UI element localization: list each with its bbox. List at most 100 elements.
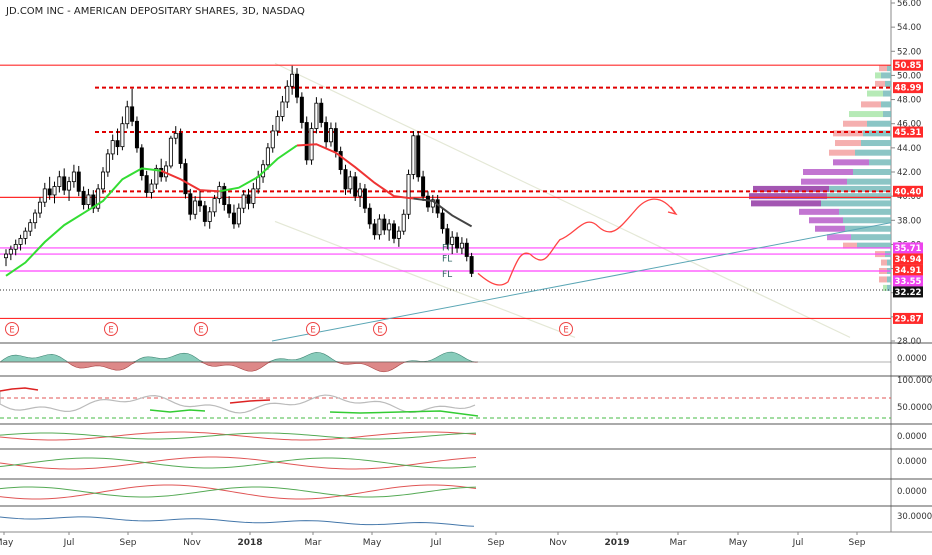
price-tick-label: 46.00 [897,120,921,130]
candle [251,182,256,209]
candle [411,130,416,180]
price-tick-label: 38.00 [897,216,921,226]
pane-axis-label: 100.0000 [897,376,932,386]
volume-profile-bar [833,159,869,166]
rsi-line [0,391,476,414]
ema-line-rising [219,144,298,193]
earnings-marker-label: E [563,326,568,336]
candle [188,188,193,221]
candle-body [396,230,401,239]
pane-axis-label: 0.0000 [897,457,927,467]
price-badge [893,185,923,197]
volume-profile-teal [867,120,891,127]
candle [52,181,57,204]
candle-body [231,212,236,225]
candle [178,128,183,169]
price-badge [893,286,923,298]
candle-body [353,176,358,197]
pane-axis-label: 0.0000 [897,432,927,442]
candle-body [382,218,387,231]
candle-body [115,140,120,148]
time-tick-label: May [729,538,748,548]
candle [358,182,363,208]
indicator-curve [0,432,477,440]
indicator-curve [0,484,477,500]
fl-label: FL [442,270,452,280]
candle [139,144,144,181]
candle-body [445,228,450,245]
candle [227,196,232,218]
volume-profile-teal [845,225,891,232]
candle-body [125,106,130,125]
time-tick-label: Mar [305,538,322,548]
candle [343,164,348,195]
candle [57,170,62,193]
price-badge-label: 34.94 [895,255,922,265]
candle [154,164,159,189]
candle [256,170,261,194]
candle [115,128,120,156]
volume-profile-teal [827,193,891,200]
candle-body [324,122,329,143]
trendline [271,222,892,342]
candle [86,188,91,211]
ema-line-flat [413,197,473,228]
candle [101,167,106,194]
price-badge-label: 40.40 [895,187,922,197]
candle [130,88,135,127]
candle [110,134,115,160]
volume-profile-bar [843,120,867,127]
candle [125,100,130,129]
candle-body [256,176,261,190]
price-badge-label: 29.87 [895,314,922,324]
candle-body [154,167,159,185]
candle-body [333,128,338,152]
candle [47,176,52,200]
earnings-marker [373,322,387,336]
candle [28,219,33,236]
candle-body [299,96,304,123]
volume-profile-teal [853,169,891,175]
volume-profile-bar [883,284,887,291]
candle [401,209,406,235]
price-badge-label: 45.31 [895,128,922,138]
candle-body [251,188,256,204]
price-badge-label: 48.99 [895,84,922,94]
volume-profile-teal [847,178,891,185]
candle-body [120,123,125,148]
candle-body [207,211,212,222]
candle [231,204,236,229]
candle [391,220,396,244]
candle [193,196,198,220]
time-tick-label: Sep [488,538,505,548]
candle-body [110,140,115,155]
time-tick-label: May [0,538,14,548]
candle [270,124,275,153]
candle-body [294,73,299,98]
candle [387,219,392,241]
time-tick-label: Jul [63,538,75,548]
candle-body [105,153,110,173]
volume-profile-teal [851,234,891,241]
volume-profile-teal [881,101,891,108]
candle-body [212,198,217,213]
candle [377,214,382,240]
candle-body [358,188,363,197]
candle-body [101,171,106,190]
price-tick-label: 54.00 [897,23,921,33]
earnings-marker [559,322,573,336]
candle-body [450,236,455,245]
volume-profile-teal [843,217,891,224]
candle-body [290,73,295,87]
fl-label: FL [442,254,452,264]
candle [197,190,202,212]
price-badge [893,242,923,254]
candle [207,207,212,229]
volume-profile-teal [883,90,891,97]
volume-profile-bar [829,149,855,156]
price-tick-label: 28.00 [897,337,921,347]
candle-body [96,188,101,209]
price-tick-label: 40.00 [897,192,921,202]
candle-body [401,213,406,232]
